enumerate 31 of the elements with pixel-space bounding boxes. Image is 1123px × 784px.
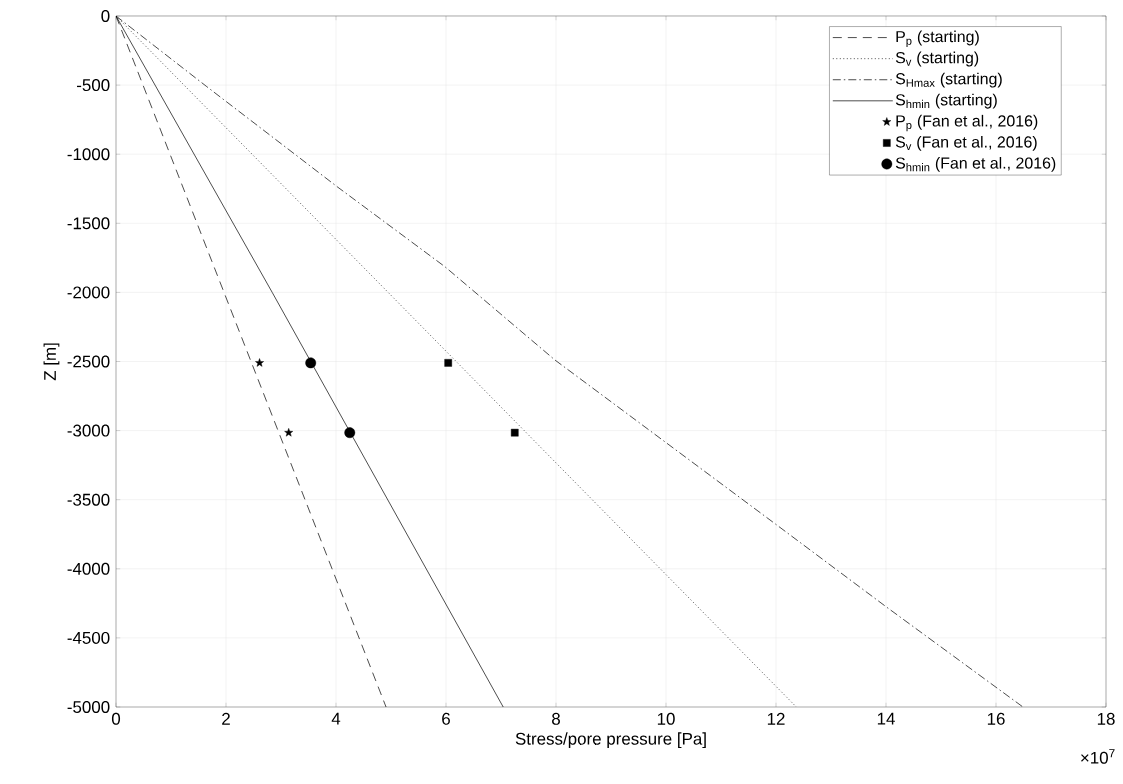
y-tick-label: -2500 <box>67 355 110 368</box>
text: ×10$^{7}$ <box>1081 749 1115 764</box>
x-tick-label: 16 <box>987 712 1005 725</box>
y-tick-label: -1500 <box>67 217 110 230</box>
legend-label: S$_{Hmax}$ (starting) <box>895 72 1002 88</box>
y-axis-title: Z [m] <box>43 343 60 381</box>
legend-label: S$_{v}$ (starting) <box>895 51 979 67</box>
y-tick-label: -3500 <box>67 493 110 506</box>
legend-label: P$_{p}$ (Fan et al., 2016) <box>896 114 1038 132</box>
x-tick-label: 18 <box>1097 712 1115 725</box>
y-tick-label: -5000 <box>67 701 110 713</box>
x-axis-title: Stress/pore pressure [Pa] <box>515 732 706 749</box>
y-tick-label: -4500 <box>67 631 110 644</box>
x-tick-label: 14 <box>877 712 895 725</box>
legend-label: P$_{p}$ (starting) <box>896 30 979 47</box>
x-tick-label: 6 <box>442 712 450 725</box>
legend-label: S$_{v}$ (Fan et al., 2016) <box>895 135 1037 151</box>
legend-label: S$_{hmin}$ (starting) <box>895 93 997 109</box>
x-tick-label: 12 <box>767 712 785 725</box>
y-tick-label: -1000 <box>67 148 110 161</box>
x-tick-label: 10 <box>657 712 675 725</box>
y-tick-label: -500 <box>77 79 110 92</box>
x-tick-label: 4 <box>331 712 341 725</box>
x-tick-label: 2 <box>222 712 230 725</box>
y-tick-label: -2000 <box>67 286 110 299</box>
y-tick-label: -3000 <box>67 424 110 437</box>
x-tick-label: 8 <box>552 712 560 725</box>
x-tick-label: 0 <box>111 712 121 725</box>
y-tick-label: 0 <box>101 10 110 22</box>
legend-label: S$_{hmin}$ (Fan et al., 2016) <box>895 157 1056 172</box>
y-tick-label: -4000 <box>67 562 110 575</box>
